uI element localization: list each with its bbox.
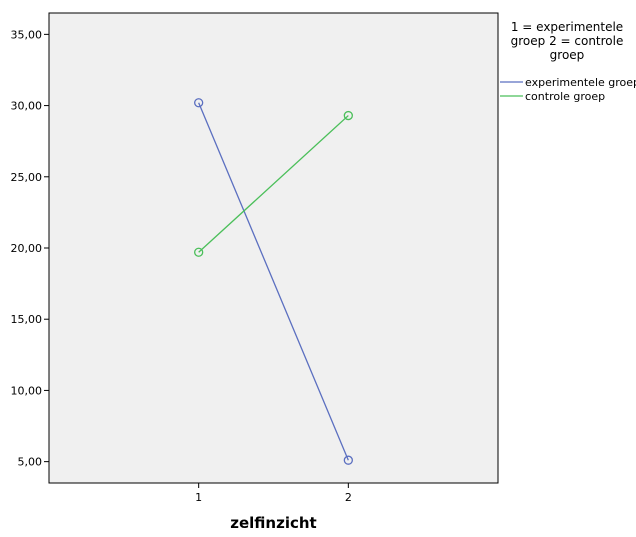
y-tick-label: 35,00 [11, 28, 43, 41]
y-tick-label: 10,00 [11, 384, 43, 397]
series-layer [194, 98, 353, 465]
y-tick-label: 20,00 [11, 242, 43, 255]
legend-label-controle: controle groep [525, 90, 605, 103]
plot-area [48, 12, 499, 484]
legend-title-line-3: groep [550, 48, 585, 62]
y-tick-label: 15,00 [11, 313, 43, 326]
y-tick-label: 5,00 [18, 456, 43, 469]
data-point [343, 110, 353, 121]
data-point [194, 98, 204, 108]
data-point [343, 455, 353, 465]
legend-title-line-2: groep 2 = controle [511, 34, 624, 48]
legend-label-experimentele: experimentele groep [525, 76, 636, 89]
legend-title-line-1: 1 = experimentele [511, 20, 623, 34]
series-line-experimentele [198, 102, 349, 461]
x-tick-label: 2 [345, 491, 352, 504]
series-line-controle [198, 115, 349, 253]
x-axis-title: zelfinzicht [230, 514, 316, 532]
y-tick-label: 30,00 [11, 100, 43, 113]
x-tick-label: 1 [195, 491, 202, 504]
y-axis: 5,00 10,00 15,00 20,00 25,00 30,00 35,00 [11, 28, 49, 469]
legend: 1 = experimentele groep 2 = controle gro… [500, 20, 636, 103]
y-tick-label: 25,00 [11, 171, 43, 184]
data-point [194, 247, 204, 257]
